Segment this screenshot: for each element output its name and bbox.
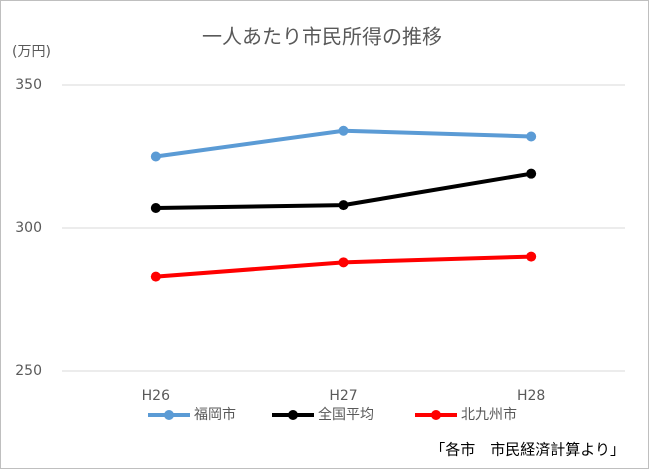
legend-marker xyxy=(164,410,174,420)
data-point xyxy=(526,131,537,142)
x-tick-label: H26 xyxy=(142,388,170,404)
y-tick-label: 300 xyxy=(15,220,42,236)
x-tick-label: H27 xyxy=(329,388,357,404)
y-tick-label: 250 xyxy=(15,363,42,379)
legend-label: 全国平均 xyxy=(318,406,374,423)
data-point xyxy=(338,200,349,211)
legend-label: 北九州市 xyxy=(461,406,517,423)
data-point xyxy=(338,257,349,268)
data-point xyxy=(150,151,161,162)
data-point xyxy=(526,168,537,179)
legend-marker xyxy=(431,410,441,420)
data-point xyxy=(338,125,349,136)
data-point xyxy=(150,271,161,282)
data-point xyxy=(150,202,161,213)
chart-title: 一人あたり市民所得の推移 xyxy=(202,25,442,49)
y-axis-label: (万円) xyxy=(12,44,51,60)
legend-label: 福岡市 xyxy=(194,406,236,423)
data-point xyxy=(526,251,537,262)
legend-marker xyxy=(288,410,298,420)
source-note: 「各市 市民経済計算より」 xyxy=(430,441,625,459)
y-tick-label: 350 xyxy=(15,77,42,93)
x-tick-label: H28 xyxy=(517,388,545,404)
